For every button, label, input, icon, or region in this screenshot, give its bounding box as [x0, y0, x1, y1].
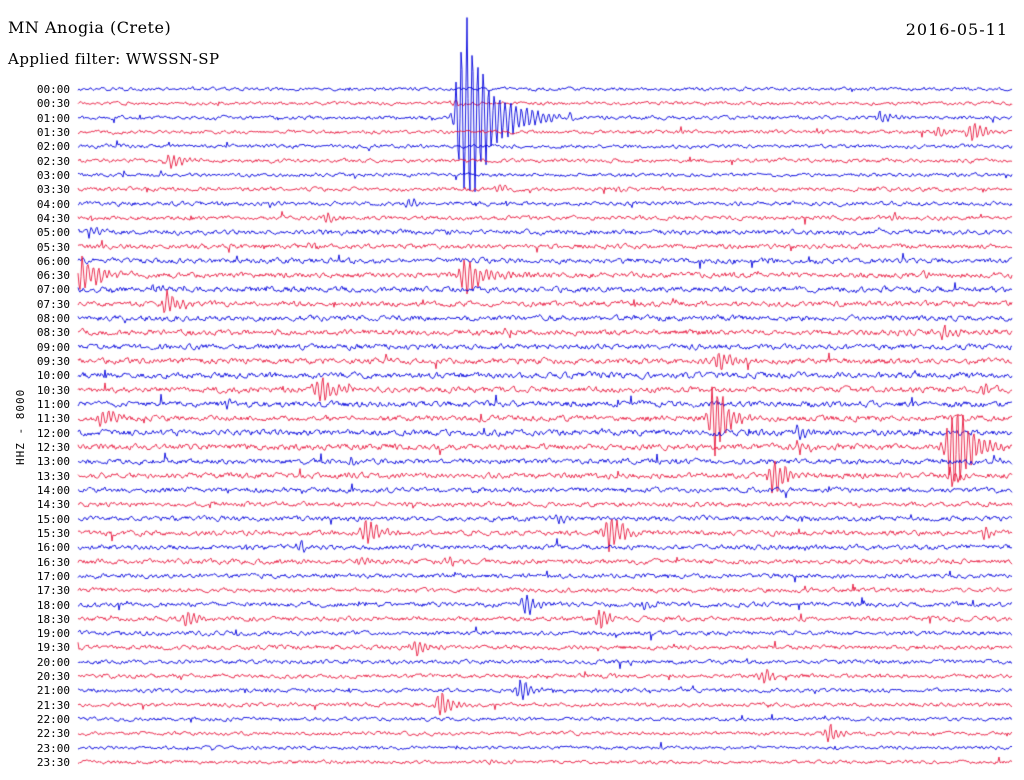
time-label: 05:30 [36, 240, 70, 254]
date-label: 2016-05-11 [905, 20, 1008, 39]
time-label: 13:30 [36, 469, 70, 483]
time-label: 03:30 [36, 183, 70, 197]
time-label: 21:00 [36, 684, 70, 698]
time-label: 06:30 [36, 269, 70, 283]
time-label: 23:00 [36, 741, 70, 755]
time-label: 00:30 [36, 97, 70, 111]
time-label: 10:00 [36, 369, 70, 383]
time-label: 17:00 [36, 569, 70, 583]
time-label: 22:30 [36, 727, 70, 741]
time-label: 01:00 [36, 111, 70, 125]
time-label: 09:30 [36, 355, 70, 369]
time-label: 20:30 [36, 670, 70, 684]
time-label: 18:00 [36, 598, 70, 612]
time-label: 04:00 [36, 197, 70, 211]
time-label: 19:00 [36, 627, 70, 641]
time-label: 05:00 [36, 226, 70, 240]
time-label: 12:30 [36, 441, 70, 454]
time-label: 15:30 [36, 526, 70, 540]
time-label: 00:00 [36, 83, 70, 96]
time-label: 18:30 [36, 612, 70, 626]
time-label: 08:30 [36, 326, 70, 340]
time-label: 12:00 [36, 426, 70, 440]
time-label: 01:30 [36, 125, 70, 139]
time-label: 16:00 [36, 541, 70, 555]
time-label: 14:00 [36, 483, 70, 497]
time-label: 07:30 [36, 297, 70, 311]
time-label: 23:30 [36, 756, 70, 770]
time-label: 08:00 [36, 312, 70, 326]
time-label-column: 00:00 00:30 01:00 01:30 02:00 02:30 03:00 03:30… [0, 0, 72, 780]
time-label: 16:30 [36, 555, 70, 569]
time-label: 09:00 [36, 340, 70, 354]
time-label: 10:30 [36, 383, 70, 397]
time-label: 13:00 [36, 455, 70, 469]
time-label: 11:30 [36, 412, 70, 426]
time-label: 07:00 [36, 283, 70, 297]
time-label: 02:00 [36, 140, 70, 154]
time-label: 20:00 [36, 655, 70, 669]
time-label: 04:30 [36, 211, 70, 225]
time-label: 06:00 [36, 254, 70, 268]
time-label: 22:00 [36, 713, 70, 727]
time-label: 17:30 [36, 584, 70, 598]
time-label: 15:00 [36, 512, 70, 526]
time-label: 02:30 [36, 154, 70, 168]
station-title: MN Anogia (Crete) [8, 18, 172, 37]
time-label: 19:30 [36, 641, 70, 655]
time-label: 14:30 [36, 498, 70, 512]
filter-label: Applied filter: WWSSN-SP [8, 50, 220, 68]
time-label: 03:00 [36, 168, 70, 182]
time-label: 11:00 [36, 398, 70, 412]
time-label: 21:30 [36, 698, 70, 712]
